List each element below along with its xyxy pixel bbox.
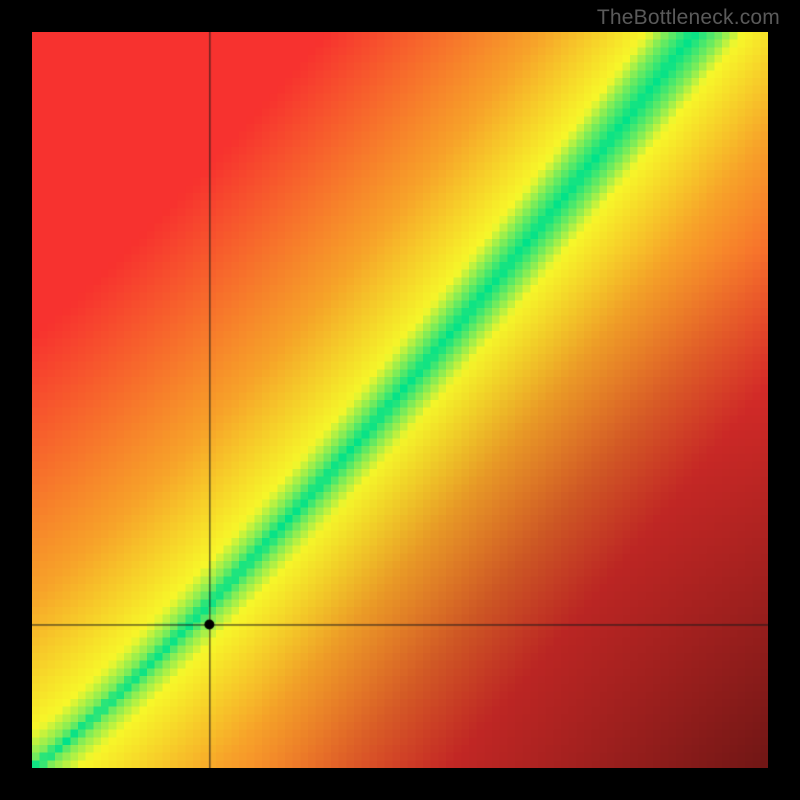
crosshair-overlay xyxy=(32,32,768,768)
watermark-text: TheBottleneck.com xyxy=(597,6,780,30)
